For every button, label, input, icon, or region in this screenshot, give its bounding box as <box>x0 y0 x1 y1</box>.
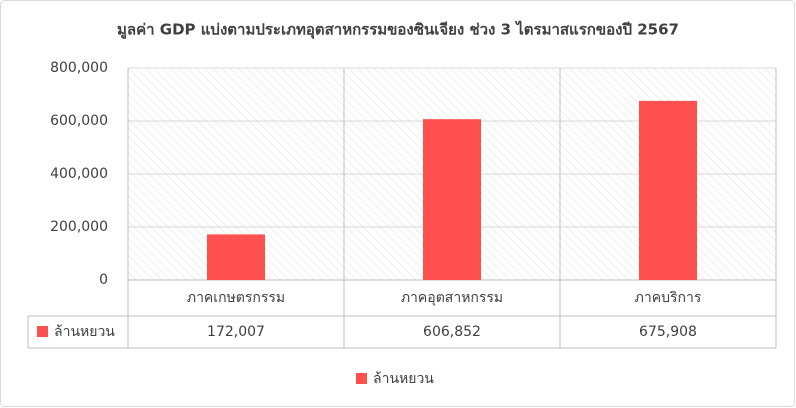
table-value: 606,852 <box>423 324 481 340</box>
bar <box>207 234 265 280</box>
legend-key <box>37 326 48 337</box>
y-tick-label: 200,000 <box>50 219 108 235</box>
x-tick-label: ภาคเกษตรกรรม <box>187 290 285 306</box>
y-tick-label: 800,000 <box>50 60 108 76</box>
legend-label: ล้านหยวน <box>373 371 434 387</box>
table-value: 675,908 <box>639 324 697 340</box>
x-tick-label: ภาคอุตสาหกรรม <box>401 290 503 306</box>
x-tick-label: ภาคบริการ <box>635 290 702 306</box>
y-tick-label: 0 <box>99 272 108 288</box>
chart-title: มูลค่า GDP แบ่งตามประเภทอุตสาหกรรมของซิน… <box>117 20 679 40</box>
table-value: 172,007 <box>207 324 265 340</box>
legend-key <box>356 373 367 384</box>
table-series-label: ล้านหยวน <box>54 324 115 340</box>
bar <box>639 100 697 281</box>
y-tick-label: 400,000 <box>50 166 108 182</box>
bar <box>423 119 481 280</box>
y-tick-label: 600,000 <box>50 113 108 129</box>
